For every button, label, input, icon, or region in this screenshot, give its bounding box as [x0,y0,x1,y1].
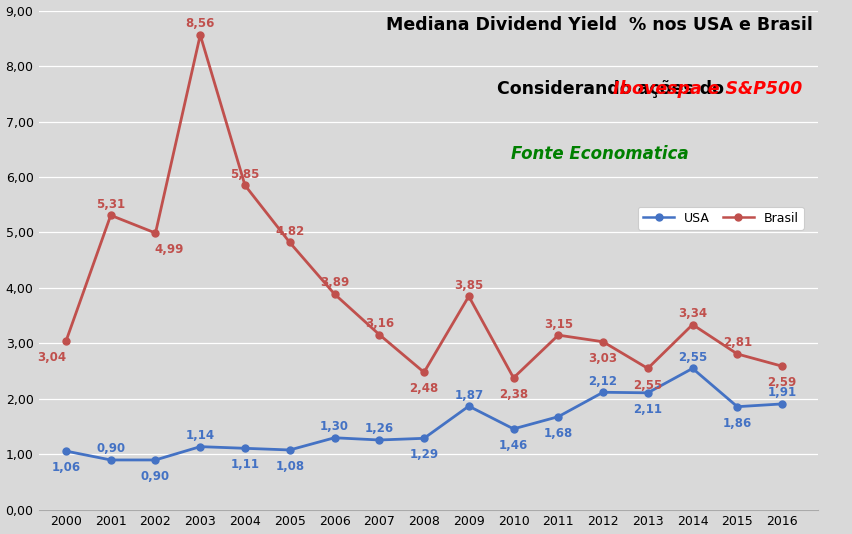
USA [463,403,474,410]
Brasil [688,321,698,328]
Text: 5,85: 5,85 [230,168,260,180]
Text: 0,90: 0,90 [141,470,170,483]
Text: 1,46: 1,46 [499,439,528,452]
Text: 1,29: 1,29 [410,449,439,461]
Text: 2,55: 2,55 [678,351,707,364]
USA [150,457,160,463]
Text: 3,16: 3,16 [365,317,394,330]
Text: 1,87: 1,87 [454,389,483,402]
USA [732,404,742,410]
Text: 1,06: 1,06 [51,461,81,474]
Text: 3,15: 3,15 [544,318,573,331]
USA [642,390,653,396]
Text: 3,89: 3,89 [320,277,349,289]
Brasil [419,369,429,375]
Brasil [240,182,250,189]
USA [688,365,698,372]
USA [60,448,71,454]
USA [553,413,563,420]
Brasil [106,212,116,218]
Text: 2,12: 2,12 [589,375,618,388]
Text: 1,14: 1,14 [186,429,215,442]
USA [509,426,519,432]
USA [777,400,787,407]
Text: 1,26: 1,26 [365,422,394,435]
Text: 1,68: 1,68 [544,427,573,440]
USA [195,443,205,450]
Brasil [374,332,384,338]
Text: 8,56: 8,56 [186,18,215,30]
Brasil [60,338,71,344]
Legend: USA, Brasil: USA, Brasil [638,207,803,230]
Brasil [150,230,160,236]
Brasil [330,291,340,297]
Text: 2,38: 2,38 [499,388,528,401]
USA [598,389,608,396]
Brasil [509,375,519,381]
Text: Considerando ações do: Considerando ações do [497,81,729,98]
Brasil [463,293,474,300]
Text: 1,86: 1,86 [722,417,752,430]
Text: 5,31: 5,31 [96,198,125,211]
Text: Fonte Economatica: Fonte Economatica [511,145,688,163]
Brasil [642,365,653,372]
Text: 1,11: 1,11 [231,459,260,472]
Text: 2,11: 2,11 [633,403,662,416]
USA [240,445,250,452]
Text: 1,30: 1,30 [320,420,349,433]
Text: 2,48: 2,48 [410,382,439,396]
Text: 3,04: 3,04 [37,351,66,364]
Text: 3,34: 3,34 [678,307,707,320]
USA [285,447,295,453]
Text: 1,91: 1,91 [768,386,797,399]
USA [419,435,429,442]
Brasil [777,363,787,370]
Text: 3,03: 3,03 [589,352,618,365]
USA [106,457,116,463]
Text: 4,82: 4,82 [275,225,304,238]
Text: 2,81: 2,81 [722,336,752,349]
Brasil [732,351,742,357]
Text: 0,90: 0,90 [96,442,125,456]
Text: 2,59: 2,59 [768,376,797,389]
Text: 2,55: 2,55 [633,379,663,391]
Brasil [553,332,563,339]
Brasil [285,239,295,246]
Brasil [195,32,205,38]
USA [330,435,340,441]
Text: 4,99: 4,99 [155,243,184,256]
Brasil [598,339,608,345]
Text: Ibovespa e S&P500: Ibovespa e S&P500 [613,81,803,98]
USA [374,437,384,443]
Line: Brasil: Brasil [62,32,786,381]
Line: USA: USA [62,365,786,464]
Text: Mediana Dividend Yield  % nos USA e Brasil: Mediana Dividend Yield % nos USA e Brasi… [387,15,814,34]
Text: 3,85: 3,85 [454,279,483,292]
Text: 1,08: 1,08 [275,460,304,473]
